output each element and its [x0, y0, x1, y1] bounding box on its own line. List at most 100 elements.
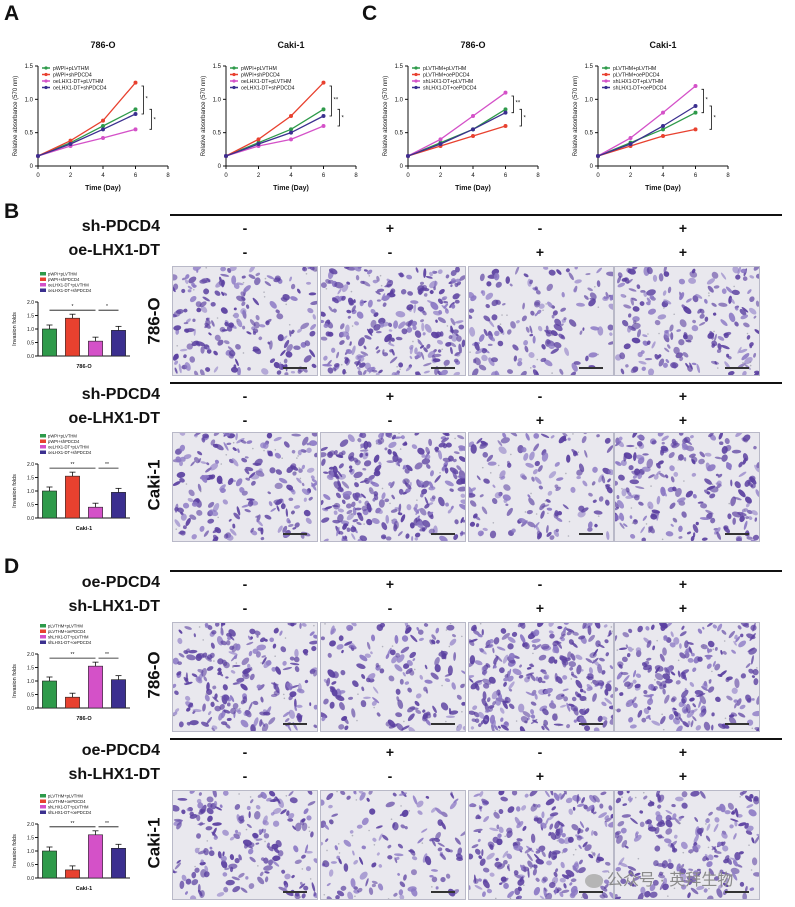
micrograph-image	[615, 433, 759, 541]
chart-title: Caki-1	[277, 40, 304, 50]
invasion-micrograph	[468, 266, 614, 376]
sign: +	[385, 220, 395, 236]
invasion-micrograph	[468, 432, 614, 542]
significance-label: **	[71, 652, 75, 658]
series-line	[407, 92, 506, 157]
data-point	[321, 107, 326, 112]
sign: -	[537, 744, 543, 760]
y-tick-label: 0.0	[27, 354, 34, 360]
divider-d-top	[170, 570, 782, 572]
data-point	[503, 107, 508, 112]
legend-label: shLHX1-DT+pLVTHM	[613, 79, 663, 85]
sign: +	[678, 388, 688, 404]
invasion-micrograph	[172, 622, 318, 732]
x-tick-label: 4	[289, 173, 293, 179]
sign: +	[678, 220, 688, 236]
series-line	[407, 125, 506, 157]
sign: -	[387, 768, 393, 784]
invasion-micrograph	[320, 622, 466, 732]
bar	[88, 340, 103, 357]
bar	[42, 850, 57, 879]
series-line	[225, 115, 324, 157]
legend-label: pLVTHM+pLVTHM	[613, 66, 656, 72]
chart-title: Caki-1	[649, 40, 676, 50]
x-tick-label: 6	[694, 173, 698, 179]
data-point	[321, 124, 326, 128]
legend-marker	[232, 79, 236, 83]
micrograph-image	[615, 267, 759, 375]
data-point	[503, 110, 508, 115]
divider-d-mid	[170, 738, 782, 740]
significance-bracket	[709, 105, 712, 130]
legend-label: pLVTHM+pLVTHM	[48, 793, 83, 798]
invasion-micrograph	[172, 432, 318, 542]
data-point	[321, 114, 326, 118]
data-point	[438, 137, 443, 142]
treatment-label: oe-LHX1-DT	[68, 410, 160, 427]
y-tick-label: 0	[218, 164, 222, 170]
legend-label: pLVTHM+pLVTHM	[423, 66, 466, 72]
line-chart-a-caki1: Caki-1 0 2 4 6 8 0 0.5 1.0 1.5 Time (Day) Relative …	[201, 40, 358, 192]
y-tick-label: 0	[30, 164, 34, 170]
significance-label: *	[714, 116, 717, 122]
series-line	[597, 105, 696, 157]
sign: -	[242, 388, 248, 404]
x-tick-label: 8	[536, 173, 540, 179]
micrograph-image	[469, 433, 613, 541]
panel-letter-a: A	[4, 2, 20, 25]
legend-label: oeLHX1-DT+pLVTHM	[48, 444, 89, 449]
x-tick-label: 2	[439, 173, 443, 179]
x-axis-label: Time (Day)	[85, 185, 121, 192]
y-tick-label: 0	[400, 164, 404, 170]
legend-label: shLHX1-DT+oePDCD4	[48, 640, 92, 645]
legend-marker	[604, 66, 608, 70]
sign: -	[242, 220, 248, 236]
bar	[42, 680, 57, 709]
y-tick-label: 1.0	[25, 97, 34, 103]
y-tick-label: 1.5	[25, 64, 34, 70]
x-tick-label: 2	[629, 173, 633, 179]
data-point	[68, 138, 73, 143]
legend-marker	[44, 85, 48, 90]
legend-label: oeLHX1-DT+pLVTHM	[48, 282, 89, 287]
bar	[42, 490, 57, 519]
y-axis-label: Invasion folds	[12, 834, 18, 868]
significance-bracket	[701, 88, 704, 114]
sign: -	[387, 412, 393, 428]
x-tick-label: 0	[406, 173, 410, 179]
treatment-label: sh-LHX1-DT	[68, 598, 160, 615]
sign: +	[535, 600, 545, 616]
micrograph-image	[469, 791, 613, 899]
micrograph-image	[173, 623, 317, 731]
y-axis-label: Relative absorbance (570 nm)	[201, 76, 207, 156]
invasion-micrograph	[172, 790, 318, 900]
bar-chart-b-786o: pWPI+pLVTHMpWPI+shPDCD4oeLHX1-DT+pLVTHMo…	[12, 271, 130, 370]
sign: -	[242, 244, 248, 260]
significance-label: **	[516, 101, 521, 107]
data-point	[471, 134, 475, 138]
data-point	[101, 118, 105, 123]
legend-label: pLVTHM+oePDCD4	[48, 629, 86, 634]
legend-label: pLVTHM+oePDCD4	[613, 73, 660, 79]
bar	[65, 317, 80, 357]
micrograph-image	[469, 267, 613, 375]
sign: -	[537, 220, 543, 236]
significance-label: *	[154, 117, 157, 123]
x-tick-label: 2	[257, 173, 261, 179]
y-tick-label: 0	[590, 164, 594, 170]
sign: -	[242, 744, 248, 760]
y-tick-label: 0.5	[25, 131, 34, 137]
legend-swatch	[40, 445, 46, 449]
data-point	[101, 124, 105, 128]
sign: +	[535, 244, 545, 260]
legend-marker	[604, 72, 608, 77]
bar	[65, 696, 80, 709]
sign: +	[678, 768, 688, 784]
micrograph-image	[615, 791, 759, 899]
bar	[111, 847, 126, 879]
x-tick-label: 4	[101, 173, 105, 179]
y-tick-label: 0.5	[395, 131, 404, 137]
invasion-micrograph	[614, 266, 760, 376]
x-tick-label: 6	[322, 173, 326, 179]
significance-label: **	[71, 462, 75, 468]
